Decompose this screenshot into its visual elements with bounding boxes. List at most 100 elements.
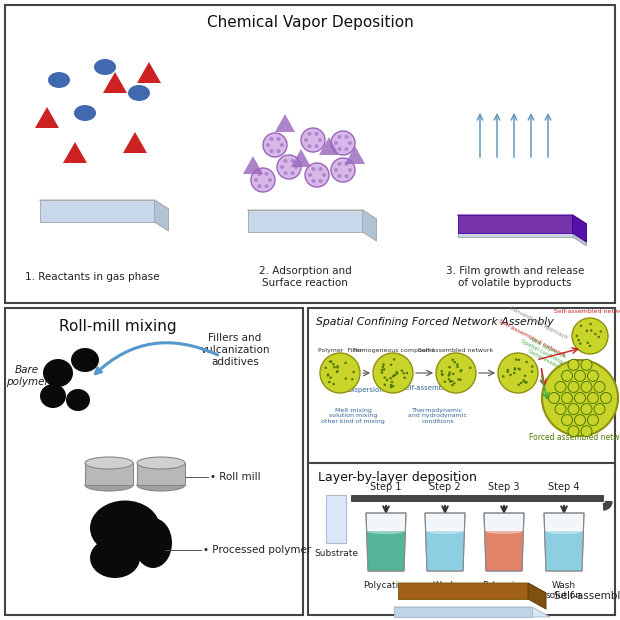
Ellipse shape xyxy=(335,371,338,373)
Ellipse shape xyxy=(337,135,342,139)
Ellipse shape xyxy=(459,378,462,381)
Ellipse shape xyxy=(329,376,332,379)
Bar xyxy=(326,495,346,543)
Text: • Roll mill: • Roll mill xyxy=(210,472,260,482)
Ellipse shape xyxy=(518,368,520,370)
Ellipse shape xyxy=(451,380,453,383)
Ellipse shape xyxy=(460,369,463,371)
Polygon shape xyxy=(485,531,523,571)
Ellipse shape xyxy=(590,323,592,326)
Ellipse shape xyxy=(523,380,525,383)
Ellipse shape xyxy=(304,138,308,142)
Ellipse shape xyxy=(448,373,451,376)
Polygon shape xyxy=(545,531,583,571)
Ellipse shape xyxy=(448,374,450,377)
Text: Thermodynamic
and hydrodynamic
conditions: Thermodynamic and hydrodynamic condition… xyxy=(409,408,467,424)
Ellipse shape xyxy=(510,374,512,376)
Ellipse shape xyxy=(332,363,335,366)
Ellipse shape xyxy=(383,376,386,379)
Ellipse shape xyxy=(320,353,360,393)
Ellipse shape xyxy=(568,381,579,392)
Ellipse shape xyxy=(330,360,332,363)
Text: Self-assembled film: Self-assembled film xyxy=(554,591,620,601)
Ellipse shape xyxy=(345,162,348,166)
Ellipse shape xyxy=(336,365,339,368)
Polygon shape xyxy=(572,215,587,242)
Ellipse shape xyxy=(562,370,572,381)
Ellipse shape xyxy=(336,370,339,373)
Ellipse shape xyxy=(314,144,319,148)
Ellipse shape xyxy=(345,174,348,178)
Ellipse shape xyxy=(601,392,611,404)
Ellipse shape xyxy=(392,375,394,378)
Ellipse shape xyxy=(301,128,325,152)
Ellipse shape xyxy=(555,381,566,392)
Ellipse shape xyxy=(518,358,520,361)
Ellipse shape xyxy=(598,335,600,338)
Ellipse shape xyxy=(319,167,322,171)
Polygon shape xyxy=(528,583,546,609)
Text: Self-assembled network: Self-assembled network xyxy=(497,318,566,358)
Ellipse shape xyxy=(305,163,329,187)
Ellipse shape xyxy=(518,368,521,371)
Polygon shape xyxy=(484,513,524,571)
Ellipse shape xyxy=(345,378,347,380)
Ellipse shape xyxy=(384,384,386,386)
Polygon shape xyxy=(319,137,339,155)
Ellipse shape xyxy=(531,370,533,373)
Ellipse shape xyxy=(485,528,523,534)
Ellipse shape xyxy=(280,143,284,147)
Ellipse shape xyxy=(137,479,185,491)
Text: Self-assembled network: Self-assembled network xyxy=(418,348,494,353)
Ellipse shape xyxy=(555,404,566,415)
Ellipse shape xyxy=(453,361,456,363)
Text: 2. Adsorption and
Surface reaction: 2. Adsorption and Surface reaction xyxy=(259,266,352,288)
Ellipse shape xyxy=(268,178,272,182)
Text: 3. Film growth and release
of volatile byproducts: 3. Film growth and release of volatile b… xyxy=(446,266,584,288)
Polygon shape xyxy=(40,200,169,209)
Ellipse shape xyxy=(393,358,396,361)
Ellipse shape xyxy=(498,353,538,393)
Text: 1. Reactants in gas phase: 1. Reactants in gas phase xyxy=(25,272,159,282)
Text: Conventional Approach: Conventional Approach xyxy=(509,306,568,340)
Polygon shape xyxy=(154,200,169,231)
Polygon shape xyxy=(394,607,550,617)
Ellipse shape xyxy=(448,378,450,381)
Ellipse shape xyxy=(514,367,516,370)
Ellipse shape xyxy=(449,380,451,383)
Ellipse shape xyxy=(458,378,460,381)
Polygon shape xyxy=(345,146,365,164)
Ellipse shape xyxy=(507,370,509,373)
Ellipse shape xyxy=(85,457,133,469)
Text: New approach
Spatial confining
Compression: New approach Spatial confining Compressi… xyxy=(517,334,566,370)
Ellipse shape xyxy=(390,363,392,366)
Text: Roll-mill mixing: Roll-mill mixing xyxy=(60,319,177,334)
Ellipse shape xyxy=(524,374,526,377)
Ellipse shape xyxy=(381,369,383,371)
Ellipse shape xyxy=(588,370,598,381)
Ellipse shape xyxy=(331,131,355,155)
Ellipse shape xyxy=(459,370,462,373)
Ellipse shape xyxy=(283,171,288,175)
Text: Chemical Vapor Deposition: Chemical Vapor Deposition xyxy=(206,16,414,30)
Text: Self-assembly: Self-assembly xyxy=(402,385,450,391)
Ellipse shape xyxy=(318,138,322,142)
Polygon shape xyxy=(398,583,546,593)
Polygon shape xyxy=(458,215,572,237)
Text: Wash
solution: Wash solution xyxy=(427,581,463,600)
Bar xyxy=(5,308,303,615)
Bar xyxy=(308,308,615,463)
Text: Substrate: Substrate xyxy=(314,549,358,558)
Ellipse shape xyxy=(525,381,527,384)
Ellipse shape xyxy=(453,382,456,384)
Ellipse shape xyxy=(263,133,287,157)
Ellipse shape xyxy=(520,382,522,384)
Ellipse shape xyxy=(393,374,396,376)
Ellipse shape xyxy=(594,333,596,335)
Ellipse shape xyxy=(525,381,528,383)
Ellipse shape xyxy=(401,370,403,372)
Ellipse shape xyxy=(336,366,339,369)
Ellipse shape xyxy=(90,500,160,556)
Ellipse shape xyxy=(334,141,338,145)
Ellipse shape xyxy=(391,381,393,383)
